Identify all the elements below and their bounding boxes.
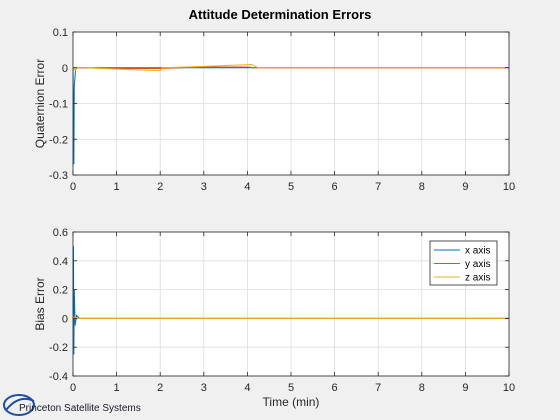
x-tick-label: 6 bbox=[332, 181, 338, 193]
x-tick-label: 10 bbox=[503, 181, 515, 193]
legend-entry-label: z axis bbox=[465, 273, 491, 284]
bias-error-axes: 0 1 2 3 4 5 6 7 8 9 10 0.6 0.4 0.2 0 -0.2 -0.4 Bias Error… bbox=[33, 227, 515, 409]
legend-entry-label: y axis bbox=[465, 259, 491, 270]
y-tick-label: -0.1 bbox=[49, 99, 68, 111]
x-tick-label: 6 bbox=[332, 382, 338, 394]
x-tick-label: 5 bbox=[288, 382, 294, 394]
quaternion-error-axes: 0 1 2 3 4 5 6 7 8 9 10 0.1 0 -0.1 -0.2 -0.3 Quaternion E… bbox=[33, 27, 515, 193]
x-tick-label: 2 bbox=[157, 382, 163, 394]
x-tick-label: 7 bbox=[375, 382, 381, 394]
x-tick-label: 4 bbox=[244, 382, 250, 394]
princeton-satellite-systems-logo: Princeton Satellite Systems bbox=[3, 394, 141, 416]
legend-entry-label: x axis bbox=[465, 246, 491, 257]
y-tick-label: 0 bbox=[62, 313, 68, 325]
y-tick-label: 0.6 bbox=[53, 227, 68, 239]
y-tick-label: -0.2 bbox=[49, 342, 68, 354]
logo-text: Princeton Satellite Systems bbox=[19, 403, 141, 414]
legend: x axis y axis z axis bbox=[429, 240, 498, 286]
x-tick-label: 0 bbox=[70, 382, 76, 394]
series-line-series-3 bbox=[73, 64, 509, 72]
y-tick-label: 0.2 bbox=[53, 285, 68, 297]
x-tick-label: 10 bbox=[503, 382, 515, 394]
x-tick-label: 1 bbox=[114, 181, 120, 193]
series-line-z-axis bbox=[73, 316, 509, 319]
x-tick-label: 3 bbox=[201, 181, 207, 193]
x-tick-label: 7 bbox=[375, 181, 381, 193]
figure-title: Attitude Determination Errors bbox=[189, 7, 372, 22]
y-axis-label: Quaternion Error bbox=[33, 59, 47, 148]
x-axis-label: Time (min) bbox=[263, 395, 320, 409]
x-tick-label: 9 bbox=[462, 382, 468, 394]
y-tick-label: 0 bbox=[62, 63, 68, 75]
logo-orbit-icon bbox=[3, 394, 35, 416]
y-tick-label: -0.2 bbox=[49, 134, 68, 146]
y-tick-label: -0.3 bbox=[49, 170, 68, 182]
x-tick-label: 8 bbox=[419, 181, 425, 193]
x-tick-label: 0 bbox=[70, 181, 76, 193]
x-tick-label: 2 bbox=[157, 181, 163, 193]
x-tick-label: 1 bbox=[114, 382, 120, 394]
x-tick-label: 5 bbox=[288, 181, 294, 193]
y-axis-label: Bias Error bbox=[33, 277, 47, 330]
y-tick-label: -0.4 bbox=[49, 371, 68, 383]
y-tick-label: 0.1 bbox=[53, 27, 68, 39]
y-tick-label: 0.4 bbox=[53, 256, 68, 268]
x-tick-label: 3 bbox=[201, 382, 207, 394]
x-tick-label: 4 bbox=[244, 181, 250, 193]
x-tick-label: 9 bbox=[462, 181, 468, 193]
x-tick-label: 8 bbox=[419, 382, 425, 394]
